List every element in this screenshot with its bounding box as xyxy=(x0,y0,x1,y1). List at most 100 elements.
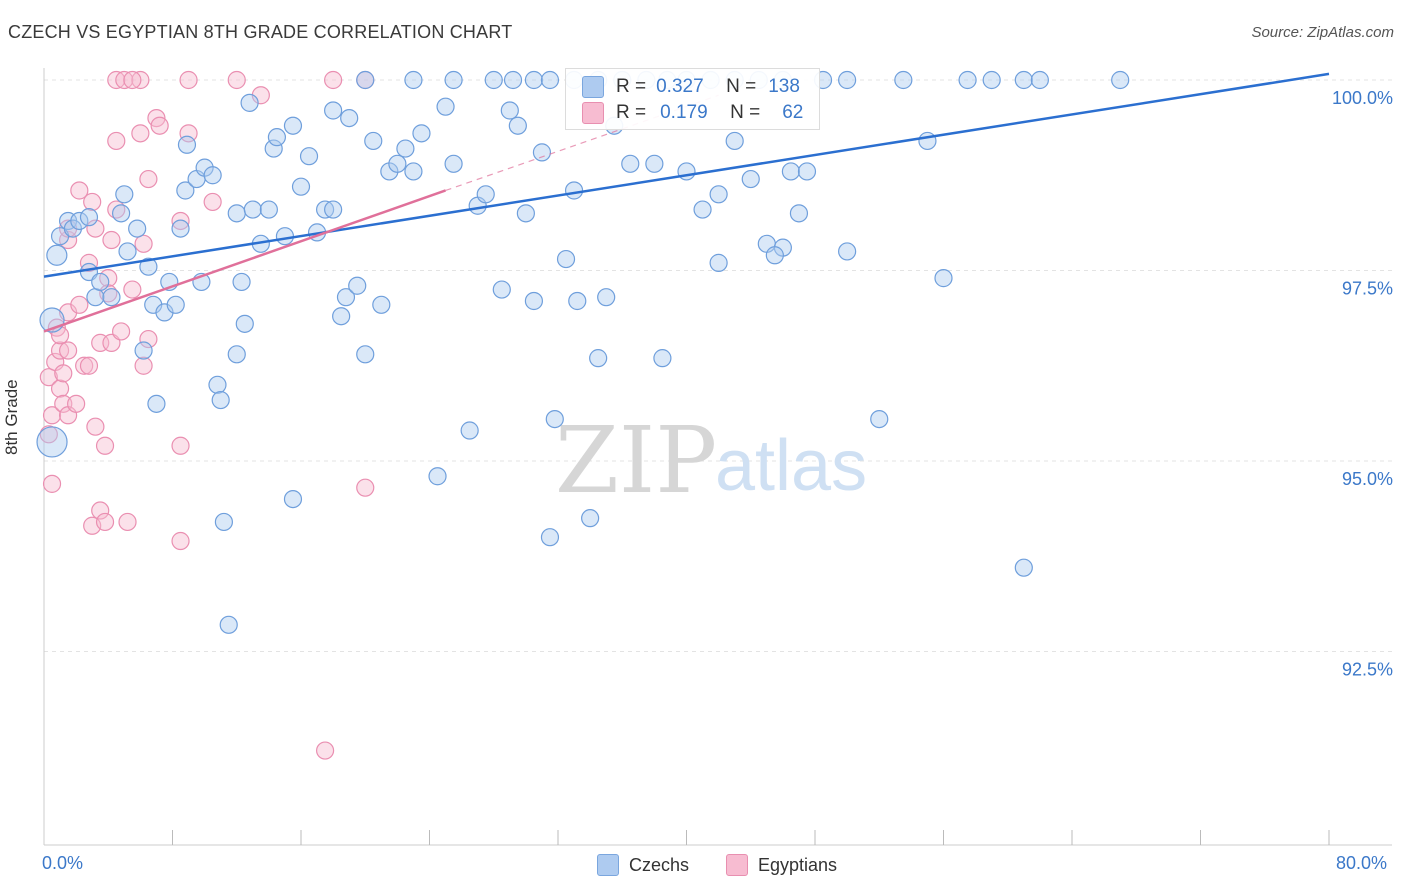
egyptians-point xyxy=(111,322,131,341)
egyptians-point xyxy=(134,234,153,253)
czechs-point xyxy=(564,181,584,200)
n-label: N = xyxy=(730,102,761,123)
source-label: Source: ZipAtlas.com xyxy=(1251,24,1394,41)
czechs-point xyxy=(524,70,544,90)
czechs-legend-label: Czechs xyxy=(629,854,690,875)
legend-item-czechs[interactable]: Czechs xyxy=(597,854,689,876)
czechs-point xyxy=(340,108,359,128)
czechs-point xyxy=(693,200,712,219)
czechs-point xyxy=(372,295,391,314)
egyptians-point xyxy=(95,512,115,532)
y-tick-label: 100.0% xyxy=(1332,88,1393,108)
czechs-points xyxy=(36,70,1130,634)
y-tick-labels: 100.0% 97.5% 95.0% 92.5% xyxy=(1332,88,1393,680)
czechs-point xyxy=(166,295,185,314)
czechs-point xyxy=(918,131,937,151)
czechs-point xyxy=(404,70,423,90)
czechs-point xyxy=(484,70,503,90)
egyptians-point xyxy=(67,394,86,413)
egyptians-point xyxy=(75,356,94,375)
egyptians-point xyxy=(315,741,335,760)
czechs-point xyxy=(725,131,744,151)
czechs-point xyxy=(741,169,760,189)
czechs-point xyxy=(63,219,83,238)
egyptians-point xyxy=(123,280,142,299)
czechs-point xyxy=(597,288,616,307)
czechs-point xyxy=(203,166,222,185)
czechs-point xyxy=(1111,70,1130,90)
czechs-point xyxy=(86,288,105,307)
czechs-point xyxy=(765,246,784,265)
czechs-point xyxy=(111,204,131,223)
egyptians-point xyxy=(50,379,70,398)
czechs-point xyxy=(243,200,262,219)
egyptians-swatch xyxy=(582,102,604,124)
watermark-atlas: atlas xyxy=(715,426,867,506)
czechs-point xyxy=(324,200,343,219)
czechs-point xyxy=(838,242,857,261)
czechs-r-value: 0.327 xyxy=(656,76,704,97)
czechs-point xyxy=(556,249,576,269)
czechs-point xyxy=(503,70,523,90)
czechs-point xyxy=(460,421,479,440)
egyptians-point xyxy=(356,478,375,497)
czechs-point xyxy=(645,154,664,173)
egyptians-legend-label: Egyptians xyxy=(758,854,838,875)
czechs-point xyxy=(176,181,195,200)
y-tick-label: 95.0% xyxy=(1342,469,1393,489)
egyptians-point xyxy=(54,364,73,383)
legend-item-egyptians[interactable]: Egyptians xyxy=(726,854,837,876)
czechs-point xyxy=(324,101,343,120)
egyptians-n-value: 62 xyxy=(782,102,804,123)
czechs-point xyxy=(444,70,463,90)
czechs-point xyxy=(356,345,375,364)
gridlines xyxy=(44,79,1392,652)
egyptians-point xyxy=(324,70,343,90)
egyptians-point xyxy=(118,512,137,532)
czechs-point xyxy=(621,154,640,173)
czechs-point xyxy=(227,345,246,364)
y-tick-label: 97.5% xyxy=(1342,279,1393,299)
egyptians-point xyxy=(179,124,198,143)
czechs-point xyxy=(211,390,230,410)
czechs-point xyxy=(91,272,110,292)
czechs-point xyxy=(396,139,415,158)
czechs-point xyxy=(79,208,99,227)
czechs-point xyxy=(227,204,246,223)
egyptians-r-value: 0.179 xyxy=(660,102,708,123)
czechs-point xyxy=(240,93,259,112)
egyptians-trend-line xyxy=(43,189,446,333)
czechs-swatch xyxy=(582,76,604,98)
czechs-point xyxy=(235,314,254,333)
czechs-legend-swatch xyxy=(597,854,619,876)
egyptians-point xyxy=(150,116,169,135)
czechs-point xyxy=(118,242,137,261)
czechs-point xyxy=(500,101,519,120)
egyptians-point xyxy=(139,329,158,349)
czechs-point xyxy=(508,116,527,135)
czechs-point xyxy=(102,288,121,307)
egyptians-point xyxy=(39,368,58,387)
czechs-point xyxy=(476,185,495,204)
czechs-point xyxy=(540,528,560,547)
czechs-point xyxy=(781,162,801,181)
czechs-point xyxy=(177,135,197,154)
trend-lines xyxy=(43,72,1330,333)
czechs-point xyxy=(46,244,68,266)
czechs-point xyxy=(436,97,455,116)
czechs-point xyxy=(532,143,552,162)
egyptians-point xyxy=(42,406,62,425)
egyptians-points xyxy=(39,70,375,760)
czechs-point xyxy=(283,490,303,509)
egyptians-point xyxy=(86,219,105,238)
czechs-point xyxy=(492,280,511,299)
egyptians-point xyxy=(171,531,190,551)
egyptians-legend-swatch xyxy=(726,854,748,876)
czechs-point xyxy=(219,615,238,634)
egyptians-point xyxy=(39,425,58,444)
czechs-point xyxy=(291,177,311,196)
czechs-point xyxy=(208,375,227,394)
czechs-point xyxy=(581,509,600,528)
czechs-trend-line xyxy=(43,72,1330,278)
egyptians-point xyxy=(95,436,115,455)
